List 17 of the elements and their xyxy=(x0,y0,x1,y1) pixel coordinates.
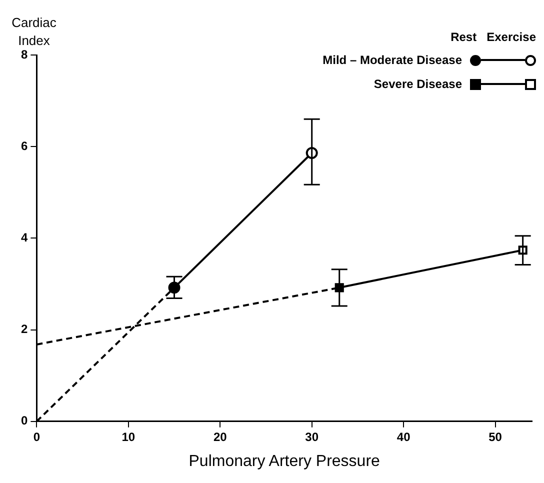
x-tick-label: 0 xyxy=(33,430,40,444)
y-tick-label: 6 xyxy=(20,138,28,153)
x-tick-label: 20 xyxy=(213,430,228,444)
legend-label: Mild – Moderate Disease xyxy=(322,53,462,67)
x-tick-label: 30 xyxy=(305,430,319,444)
y-tick-label: 8 xyxy=(20,47,28,62)
y-tick-label: 4 xyxy=(20,230,28,245)
legend-label: Severe Disease xyxy=(374,77,462,91)
x-tick-label: 40 xyxy=(396,430,411,444)
y-axis-title: Cardiac Index xyxy=(10,14,58,50)
x-tick-label: 10 xyxy=(122,430,136,444)
text: Exercise xyxy=(486,30,536,46)
x-tick-label: 50 xyxy=(488,430,502,444)
text: Rest xyxy=(450,30,477,46)
y-tick-label: 0 xyxy=(20,414,28,428)
y-tick-label: 2 xyxy=(20,322,28,336)
x-axis-title: Pulmonary Artery Pressure xyxy=(188,452,380,470)
